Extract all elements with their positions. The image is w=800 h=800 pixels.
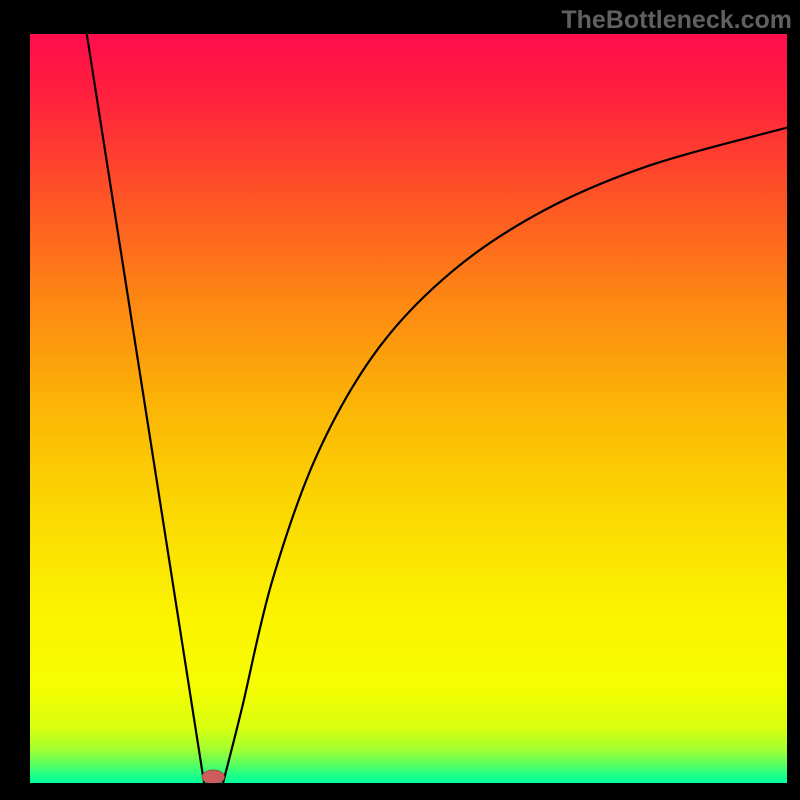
plot-background <box>30 34 787 783</box>
chart-container: TheBottleneck.com <box>0 0 800 800</box>
plot-area <box>30 34 787 783</box>
watermark-text: TheBottleneck.com <box>561 6 792 35</box>
minimum-marker <box>202 770 225 783</box>
